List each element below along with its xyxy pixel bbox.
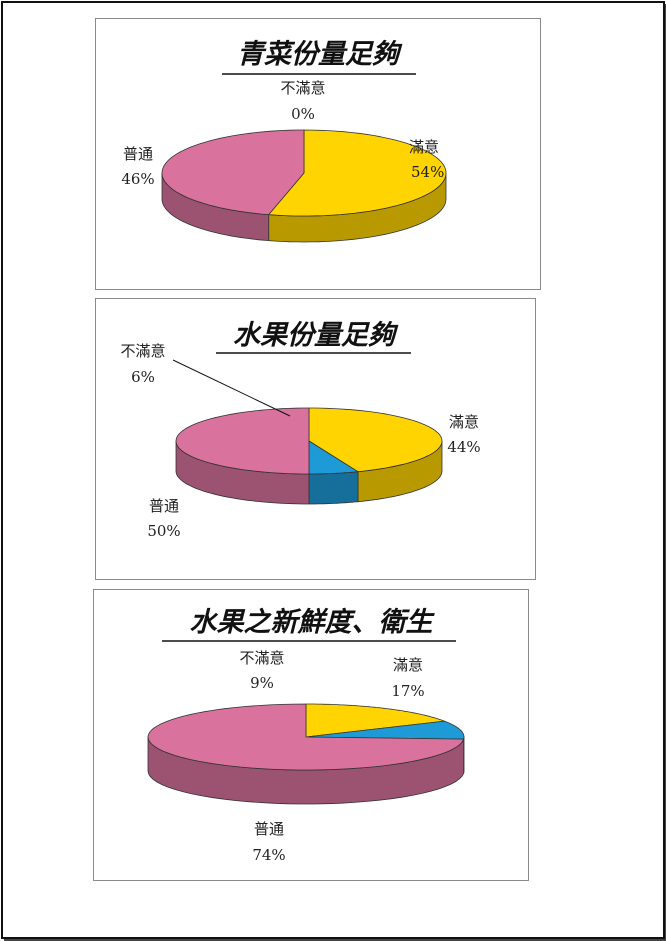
label-satisfied-name: 滿意 [449,413,479,431]
label-satisfied-name: 滿意 [409,138,439,156]
label-normal-name: 普通 [149,497,179,515]
chart-title: 水果之新鮮度、衛生 [190,607,436,638]
pie-slice-satisfied [305,703,445,738]
pie-chart-fruit-freshness: 水果之新鮮度、衛生 滿意 17% 不滿意 9% 普通 74% [147,607,465,864]
label-satisfied-value: 54% [411,163,444,181]
label-dissatisfied-value: 9% [250,674,274,692]
label-dissatisfied-value: 0% [291,105,315,123]
pie-slice-normal [147,703,465,771]
pie-slice-satisfied [267,129,447,217]
chart-title: 水果份量足夠 [233,320,399,351]
chart-title: 青菜份量足夠 [237,39,403,70]
label-normal-value: 50% [147,522,180,540]
label-normal-value: 46% [121,170,154,188]
pie-3d-body [175,407,443,505]
pie-slice-normal [175,407,310,475]
pie-3d-body [147,703,465,805]
label-satisfied-value: 17% [391,682,424,700]
label-normal-name: 普通 [254,820,284,838]
chart-panel-fruit-portion: 水果份量足夠 滿意 44% 不滿意 6% 普通 50% [95,298,536,580]
pie-3d-body [161,129,447,243]
label-dissatisfied-name: 不滿意 [280,79,325,97]
label-dissatisfied-value: 6% [131,368,155,386]
label-satisfied-value: 44% [447,438,480,456]
pie-chart-vegetable-portion: 青菜份量足夠 滿意 54% 不滿意 0% 普通 46% [121,39,447,243]
pie-chart-fruit-portion: 水果份量足夠 滿意 44% 不滿意 6% 普通 50% [120,320,480,540]
leader-line-dissatisfied [172,359,291,417]
label-normal-value: 74% [252,846,285,864]
label-normal-name: 普通 [123,145,153,163]
pie-side-dissatisfied [308,471,359,505]
label-dissatisfied-name: 不滿意 [120,342,165,360]
pie-slice-dissatisfied [305,720,465,740]
pie-slice-satisfied [308,407,443,473]
pie-slice-normal [161,129,305,216]
pie-slice-dissatisfied [308,440,360,475]
label-satisfied-name: 滿意 [393,656,423,674]
chart-panel-vegetable-portion: 青菜份量足夠 滿意 54% 不滿意 0% 普通 46% [95,18,541,290]
label-dissatisfied-name: 不滿意 [239,649,284,667]
chart-panel-fruit-freshness: 水果之新鮮度、衛生 滿意 17% 不滿意 9% 普通 74% [93,589,529,881]
